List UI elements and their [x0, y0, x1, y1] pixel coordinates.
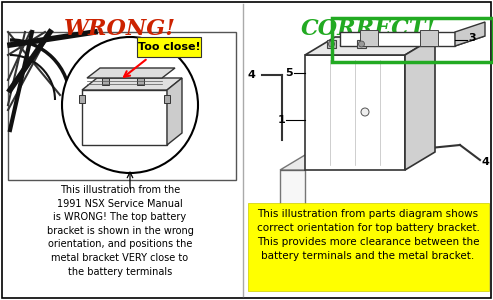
Text: 3: 3	[468, 33, 476, 43]
Bar	[137, 78, 144, 85]
Polygon shape	[405, 37, 435, 170]
Text: 4: 4	[247, 70, 255, 80]
Polygon shape	[87, 68, 175, 78]
Bar	[79, 95, 85, 103]
Text: CORRECT!: CORRECT!	[300, 18, 435, 40]
Text: This illustration from parts diagram shows
correct orientation for top battery b: This illustration from parts diagram sho…	[256, 209, 479, 261]
Bar	[103, 71, 108, 78]
Text: 5: 5	[285, 68, 293, 78]
Bar	[327, 40, 336, 48]
Text: This illustration from the
1991 NSX Service Manual
is WRONG! The top battery
bra: This illustration from the 1991 NSX Serv…	[46, 185, 193, 277]
Polygon shape	[455, 22, 485, 46]
Bar	[138, 71, 143, 78]
Polygon shape	[340, 32, 455, 46]
Polygon shape	[280, 155, 330, 170]
Bar	[332, 18, 493, 62]
Text: Too close!: Too close!	[138, 42, 200, 52]
Bar	[8, 32, 236, 180]
Text: 1: 1	[277, 115, 285, 125]
Circle shape	[62, 37, 198, 173]
Polygon shape	[82, 78, 182, 90]
Bar	[420, 30, 438, 46]
Bar	[102, 78, 109, 85]
Circle shape	[358, 41, 364, 47]
Polygon shape	[280, 170, 305, 215]
Bar	[357, 40, 366, 48]
Text: 4: 4	[482, 157, 490, 167]
Bar	[82, 90, 167, 145]
Bar	[360, 30, 378, 46]
Bar	[248, 203, 489, 291]
Bar	[305, 55, 405, 170]
FancyBboxPatch shape	[137, 37, 201, 57]
Polygon shape	[167, 78, 182, 145]
Circle shape	[361, 108, 369, 116]
Bar	[164, 95, 170, 103]
Text: WRONG!: WRONG!	[64, 18, 176, 40]
Polygon shape	[340, 36, 485, 46]
Polygon shape	[305, 37, 435, 55]
Circle shape	[328, 41, 334, 47]
